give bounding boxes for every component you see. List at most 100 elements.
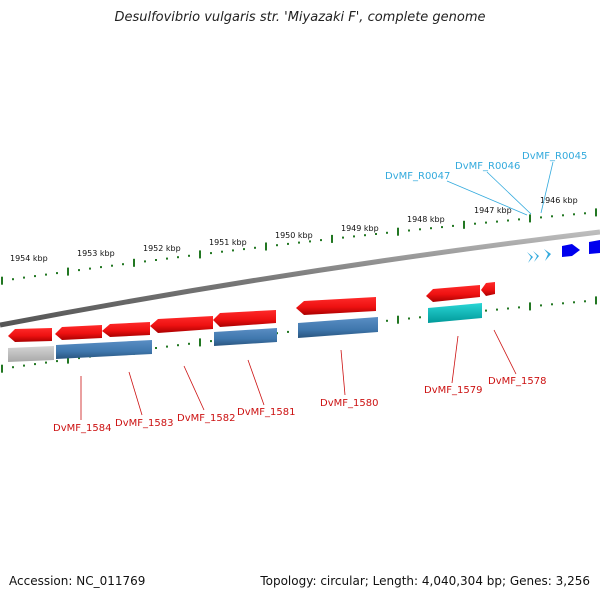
minor-tick <box>540 216 542 219</box>
minor-tick <box>111 264 113 267</box>
ruler-tick-label: 1952 kbp <box>143 244 181 253</box>
trna-chevron-dvmf-r0045[interactable] <box>544 249 551 261</box>
minor-tick <box>45 273 47 276</box>
major-tick <box>331 234 333 243</box>
minor-tick <box>573 301 575 304</box>
cds-bar-dvmf-1581[interactable] <box>214 328 277 346</box>
minor-tick <box>34 363 36 366</box>
map-title: Desulfovibrio vulgaris str. 'Miyazaki F'… <box>114 10 486 25</box>
minor-tick <box>408 229 410 232</box>
minor-tick <box>507 219 509 222</box>
gene-label[interactable]: DvMF_1578 <box>488 376 546 387</box>
minor-tick <box>122 263 124 266</box>
cds-bars <box>8 303 482 362</box>
rna-label[interactable]: DvMF_R0045 <box>522 151 587 162</box>
trna-chevron-dvmf-r0046[interactable] <box>533 251 539 262</box>
minor-tick <box>386 231 388 234</box>
ruler-tick-label: 1948 kbp <box>407 215 445 224</box>
minor-tick <box>287 242 289 245</box>
topology-value: circular <box>320 574 365 588</box>
gene-label[interactable]: DvMF_1581 <box>237 407 295 418</box>
minor-tick <box>408 317 410 320</box>
minor-tick <box>573 213 575 216</box>
minor-tick <box>496 220 498 223</box>
major-tick <box>265 242 267 251</box>
rna-label-leaders <box>446 161 554 216</box>
minor-tick <box>419 316 421 319</box>
minor-tick <box>34 275 36 278</box>
gene-arrows <box>8 282 495 342</box>
ruler-tick-label: 1950 kbp <box>275 231 313 240</box>
major-tick <box>463 220 465 229</box>
major-tick <box>1 276 3 285</box>
gene-label-leaders <box>80 329 517 420</box>
minor-tick <box>166 257 168 260</box>
major-tick <box>529 214 531 223</box>
length-label: Length: <box>372 574 422 588</box>
gene-label[interactable]: DvMF_1580 <box>320 398 378 409</box>
rna-label[interactable]: DvMF_R0047 <box>385 171 450 182</box>
gene-arrow-right-1[interactable] <box>562 244 580 257</box>
minor-tick <box>474 222 476 225</box>
trna-chevron-dvmf-r0047[interactable] <box>527 252 533 263</box>
gene-label[interactable]: DvMF_1584 <box>53 423 111 434</box>
minor-tick <box>177 256 179 259</box>
minor-tick <box>243 248 245 251</box>
gene-arrow-dvmf-1579[interactable] <box>296 297 376 315</box>
cds-bar-dvmf-1579[interactable] <box>428 303 482 323</box>
genome-stats: Topology: circular; Length: 4,040,304 bp… <box>260 574 590 588</box>
gene-label[interactable]: DvMF_1582 <box>177 413 235 424</box>
major-tick <box>199 250 201 259</box>
gene-arrow-dvmf-1583[interactable] <box>55 325 102 340</box>
cds-bar-partial[interactable] <box>8 346 54 362</box>
outer-tick-track <box>1 208 597 285</box>
gene-arrow-dvmf-1584[interactable] <box>8 328 52 342</box>
minor-tick <box>12 366 14 369</box>
major-tick <box>595 296 597 305</box>
gene-arrow-dvmf-1580[interactable] <box>213 310 276 327</box>
ruler-tick-label: 1949 kbp <box>341 224 379 233</box>
stats-separator: ; <box>364 574 373 588</box>
minor-tick <box>320 239 322 242</box>
gene-arrow-dvmf-1581[interactable] <box>150 316 213 333</box>
stats-separator: ; <box>502 574 510 588</box>
ruler-labels: 1954 kbp 1953 kbp 1952 kbp 1951 kbp 1950… <box>10 196 578 263</box>
gene-label[interactable]: DvMF_1583 <box>115 418 173 429</box>
length-value: 4,040,304 bp <box>421 574 502 588</box>
major-tick <box>67 355 69 364</box>
gene-arrow-dvmf-1578-b[interactable] <box>481 282 495 296</box>
rna-labels: DvMF_R0047 DvMF_R0046 DvMF_R0045 <box>385 151 587 182</box>
major-tick <box>595 208 597 217</box>
minor-tick <box>375 233 377 235</box>
gene-label[interactable]: DvMF_1579 <box>424 385 482 396</box>
rna-label[interactable]: DvMF_R0046 <box>455 161 520 172</box>
gene-arrow-dvmf-1582[interactable] <box>102 322 150 337</box>
minor-tick <box>23 364 25 367</box>
ruler-tick-label: 1951 kbp <box>209 238 247 247</box>
minor-tick <box>518 306 520 309</box>
ruler-tick-label: 1946 kbp <box>540 196 578 205</box>
gene-arrow-dvmf-1578-a[interactable] <box>426 285 480 302</box>
major-tick <box>397 227 399 236</box>
ruler-tick-label: 1947 kbp <box>474 206 512 215</box>
minor-tick <box>386 319 388 322</box>
minor-tick <box>100 266 102 269</box>
minor-tick <box>551 215 553 218</box>
trna-features <box>527 240 600 263</box>
minor-tick <box>56 360 58 363</box>
accession-info: Accession: NC_011769 <box>9 574 145 588</box>
minor-tick <box>232 249 234 252</box>
minor-tick <box>155 259 157 261</box>
minor-tick <box>342 236 344 239</box>
minor-tick <box>419 228 421 231</box>
gene-arrow-right-2[interactable] <box>589 240 600 254</box>
ruler-tick-label: 1954 kbp <box>10 254 48 263</box>
major-tick <box>529 302 531 311</box>
minor-tick <box>485 221 487 224</box>
cds-bar-dvmf-1583[interactable] <box>56 340 152 359</box>
accession-value: NC_011769 <box>76 574 146 588</box>
cds-bar-dvmf-1580[interactable] <box>298 317 378 338</box>
minor-tick <box>562 214 564 217</box>
minor-tick <box>430 227 432 230</box>
